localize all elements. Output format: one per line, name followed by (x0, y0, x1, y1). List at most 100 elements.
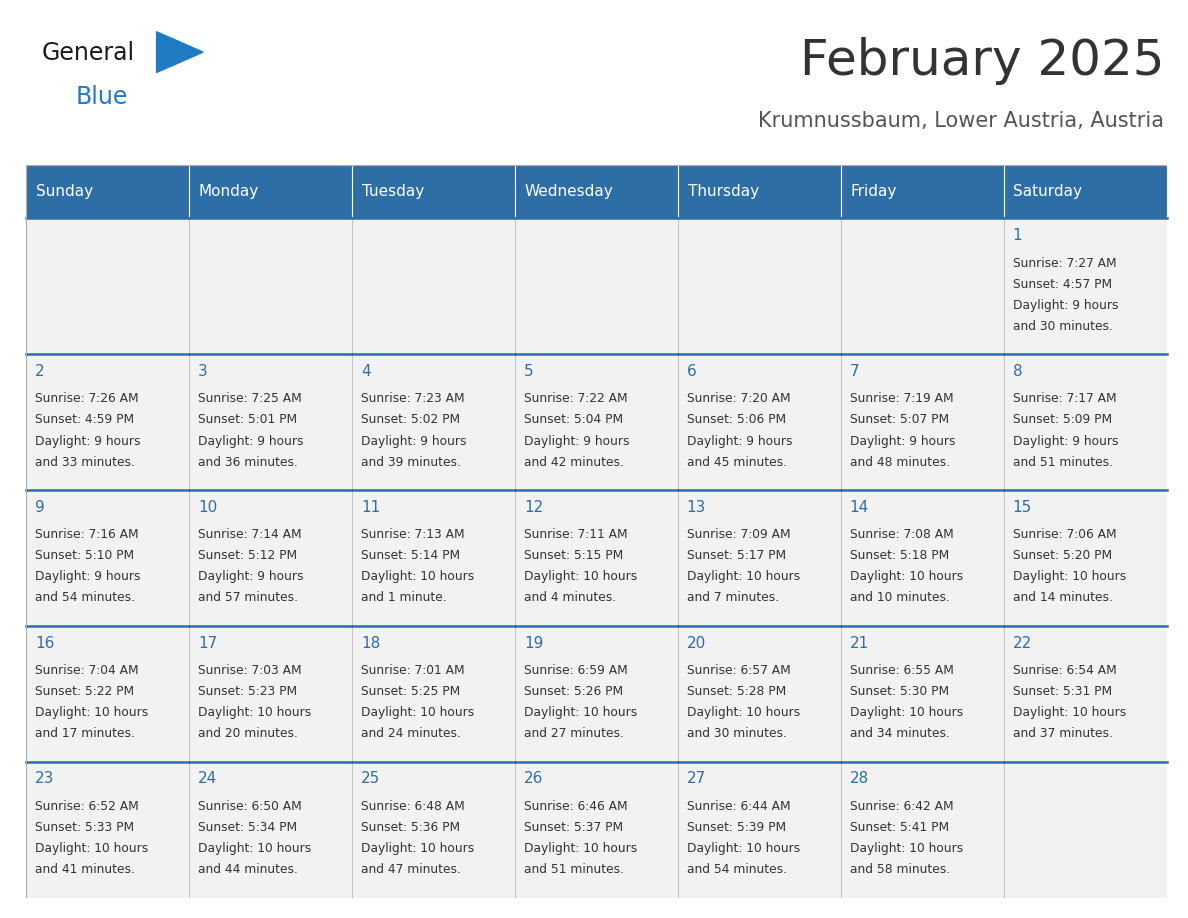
Text: Sunset: 5:39 PM: Sunset: 5:39 PM (687, 821, 786, 834)
Text: Sunset: 5:02 PM: Sunset: 5:02 PM (361, 413, 460, 427)
Text: 4: 4 (361, 364, 371, 379)
Text: Daylight: 10 hours: Daylight: 10 hours (687, 570, 800, 583)
Text: Daylight: 10 hours: Daylight: 10 hours (36, 842, 148, 855)
Text: Daylight: 10 hours: Daylight: 10 hours (1012, 570, 1126, 583)
Text: 21: 21 (849, 635, 868, 651)
Text: Sunset: 5:37 PM: Sunset: 5:37 PM (524, 821, 623, 834)
Text: Daylight: 10 hours: Daylight: 10 hours (361, 842, 474, 855)
Text: and 37 minutes.: and 37 minutes. (1012, 727, 1112, 740)
Text: 10: 10 (198, 499, 217, 515)
Text: and 10 minutes.: and 10 minutes. (849, 591, 949, 604)
Text: and 27 minutes.: and 27 minutes. (524, 727, 624, 740)
Text: Wednesday: Wednesday (525, 185, 613, 199)
Text: Sunset: 4:59 PM: Sunset: 4:59 PM (36, 413, 134, 427)
Text: Sunset: 5:25 PM: Sunset: 5:25 PM (361, 685, 460, 699)
Text: Sunset: 4:57 PM: Sunset: 4:57 PM (1012, 277, 1112, 291)
Text: and 24 minutes.: and 24 minutes. (361, 727, 461, 740)
Text: 17: 17 (198, 635, 217, 651)
Text: Sunset: 5:15 PM: Sunset: 5:15 PM (524, 549, 624, 563)
Text: Daylight: 10 hours: Daylight: 10 hours (198, 842, 311, 855)
Text: 16: 16 (36, 635, 55, 651)
Text: Sunrise: 7:27 AM: Sunrise: 7:27 AM (1012, 256, 1117, 270)
Text: 3: 3 (198, 364, 208, 379)
Text: and 54 minutes.: and 54 minutes. (36, 591, 135, 604)
Text: Sunrise: 6:52 AM: Sunrise: 6:52 AM (36, 800, 139, 813)
Text: and 30 minutes.: and 30 minutes. (687, 727, 786, 740)
Text: Daylight: 10 hours: Daylight: 10 hours (36, 706, 148, 719)
Text: Thursday: Thursday (688, 185, 759, 199)
Text: Sunrise: 7:16 AM: Sunrise: 7:16 AM (36, 528, 139, 542)
Text: Sunrise: 7:09 AM: Sunrise: 7:09 AM (687, 528, 790, 542)
Text: 13: 13 (687, 499, 706, 515)
Text: 1: 1 (1012, 228, 1023, 243)
Text: Sunrise: 7:22 AM: Sunrise: 7:22 AM (524, 392, 627, 406)
Text: 5: 5 (524, 364, 533, 379)
Text: Sunrise: 6:50 AM: Sunrise: 6:50 AM (198, 800, 302, 813)
Text: Daylight: 10 hours: Daylight: 10 hours (687, 842, 800, 855)
Text: Sunrise: 6:48 AM: Sunrise: 6:48 AM (361, 800, 465, 813)
Text: Sunrise: 6:54 AM: Sunrise: 6:54 AM (1012, 664, 1117, 677)
Text: Sunset: 5:31 PM: Sunset: 5:31 PM (1012, 685, 1112, 699)
Text: Daylight: 10 hours: Daylight: 10 hours (361, 570, 474, 583)
Polygon shape (157, 32, 203, 73)
Text: Sunset: 5:36 PM: Sunset: 5:36 PM (361, 821, 460, 834)
Text: Daylight: 9 hours: Daylight: 9 hours (1012, 298, 1118, 311)
Text: Sunrise: 7:13 AM: Sunrise: 7:13 AM (361, 528, 465, 542)
Text: Sunrise: 6:57 AM: Sunrise: 6:57 AM (687, 664, 790, 677)
Text: Sunset: 5:34 PM: Sunset: 5:34 PM (198, 821, 297, 834)
Text: 28: 28 (849, 771, 868, 787)
Text: 2: 2 (36, 364, 45, 379)
Text: Daylight: 10 hours: Daylight: 10 hours (687, 706, 800, 719)
Text: Sunrise: 7:08 AM: Sunrise: 7:08 AM (849, 528, 954, 542)
Text: and 42 minutes.: and 42 minutes. (524, 455, 624, 468)
Text: General: General (42, 40, 134, 65)
Text: 22: 22 (1012, 635, 1032, 651)
Text: Sunrise: 7:19 AM: Sunrise: 7:19 AM (849, 392, 953, 406)
Text: Sunset: 5:26 PM: Sunset: 5:26 PM (524, 685, 623, 699)
Text: Sunrise: 7:17 AM: Sunrise: 7:17 AM (1012, 392, 1117, 406)
Text: and 58 minutes.: and 58 minutes. (849, 863, 950, 876)
Text: Daylight: 9 hours: Daylight: 9 hours (1012, 434, 1118, 447)
Text: 12: 12 (524, 499, 543, 515)
Text: Sunset: 5:17 PM: Sunset: 5:17 PM (687, 549, 786, 563)
Text: Tuesday: Tuesday (362, 185, 424, 199)
Text: Daylight: 9 hours: Daylight: 9 hours (198, 570, 303, 583)
Text: Sunrise: 7:11 AM: Sunrise: 7:11 AM (524, 528, 627, 542)
Text: 18: 18 (361, 635, 380, 651)
Text: 7: 7 (849, 364, 859, 379)
Text: Daylight: 10 hours: Daylight: 10 hours (524, 842, 637, 855)
Text: 15: 15 (1012, 499, 1032, 515)
Text: Daylight: 10 hours: Daylight: 10 hours (524, 706, 637, 719)
Text: and 41 minutes.: and 41 minutes. (36, 863, 135, 876)
Text: Daylight: 10 hours: Daylight: 10 hours (1012, 706, 1126, 719)
Text: Sunday: Sunday (36, 185, 93, 199)
Text: Sunset: 5:04 PM: Sunset: 5:04 PM (524, 413, 623, 427)
Text: Daylight: 9 hours: Daylight: 9 hours (361, 434, 467, 447)
Text: and 30 minutes.: and 30 minutes. (1012, 319, 1112, 332)
Text: and 34 minutes.: and 34 minutes. (849, 727, 949, 740)
Text: Sunrise: 6:55 AM: Sunrise: 6:55 AM (849, 664, 954, 677)
Text: 19: 19 (524, 635, 543, 651)
Text: Monday: Monday (198, 185, 259, 199)
Text: Sunrise: 6:42 AM: Sunrise: 6:42 AM (849, 800, 953, 813)
Text: and 45 minutes.: and 45 minutes. (687, 455, 786, 468)
Text: 24: 24 (198, 771, 217, 787)
Text: Blue: Blue (76, 84, 128, 109)
Text: 20: 20 (687, 635, 706, 651)
Text: and 54 minutes.: and 54 minutes. (687, 863, 786, 876)
Text: Sunset: 5:23 PM: Sunset: 5:23 PM (198, 685, 297, 699)
Text: Daylight: 10 hours: Daylight: 10 hours (849, 842, 963, 855)
Text: 25: 25 (361, 771, 380, 787)
Text: Daylight: 10 hours: Daylight: 10 hours (849, 570, 963, 583)
Text: Daylight: 9 hours: Daylight: 9 hours (36, 434, 140, 447)
Text: February 2025: February 2025 (800, 37, 1164, 85)
Text: Sunset: 5:06 PM: Sunset: 5:06 PM (687, 413, 786, 427)
Text: and 36 minutes.: and 36 minutes. (198, 455, 298, 468)
Text: Daylight: 10 hours: Daylight: 10 hours (361, 706, 474, 719)
Text: and 17 minutes.: and 17 minutes. (36, 727, 135, 740)
Text: Daylight: 9 hours: Daylight: 9 hours (36, 570, 140, 583)
Text: Sunset: 5:41 PM: Sunset: 5:41 PM (849, 821, 949, 834)
Text: Krumnussbaum, Lower Austria, Austria: Krumnussbaum, Lower Austria, Austria (758, 111, 1164, 130)
Text: Sunset: 5:12 PM: Sunset: 5:12 PM (198, 549, 297, 563)
Text: and 51 minutes.: and 51 minutes. (1012, 455, 1113, 468)
